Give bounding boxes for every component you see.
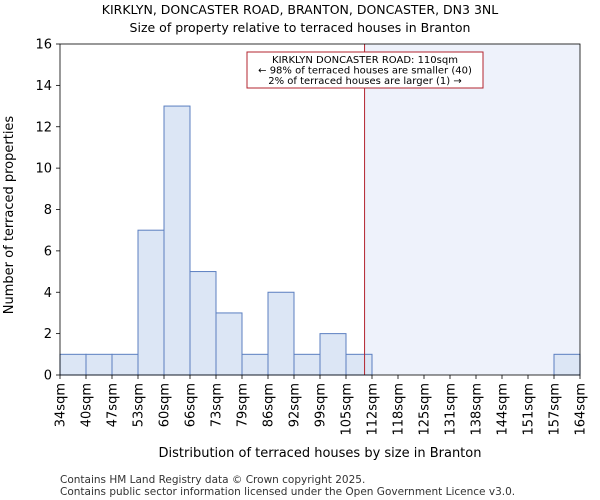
x-tick-label-79sqm: 79sqm <box>236 383 251 427</box>
y-tick-label: 8 <box>44 203 52 218</box>
bar-92sqm <box>293 353 321 376</box>
y-tick-label: 4 <box>44 286 52 301</box>
footer-line-1: Contains HM Land Registry data © Crown c… <box>60 474 365 486</box>
annotation-line-1: KIRKLYN DONCASTER ROAD: 110sqm <box>272 55 458 66</box>
x-tick-label-118sqm: 118sqm <box>392 383 407 436</box>
x-tick-label-47sqm: 47sqm <box>106 383 121 427</box>
y-tick-label: 14 <box>35 79 52 94</box>
x-tick-label-92sqm: 92sqm <box>288 383 303 427</box>
x-tick-label-34sqm: 34sqm <box>54 383 69 427</box>
y-tick-label: 16 <box>35 38 52 53</box>
x-tick-label-138sqm: 138sqm <box>470 383 485 436</box>
x-tick-label-60sqm: 60sqm <box>158 383 173 427</box>
bar-99sqm <box>319 333 347 376</box>
y-tick-label: 0 <box>44 369 52 384</box>
bar-105sqm <box>345 353 373 376</box>
x-axis-label: Distribution of terraced houses by size … <box>159 446 482 461</box>
bar-66sqm <box>189 271 217 376</box>
x-tick-label-73sqm: 73sqm <box>210 383 225 427</box>
x-tick-label-66sqm: 66sqm <box>184 383 199 427</box>
x-tick-label-131sqm: 131sqm <box>444 383 459 436</box>
x-tick-label-105sqm: 105sqm <box>340 383 355 436</box>
y-ticks-group: 0 2 4 6 8 10 12 14 16 <box>35 38 60 384</box>
bars-group <box>59 105 581 376</box>
highlight-region <box>364 44 580 375</box>
bar-73sqm <box>215 312 243 376</box>
y-axis-label: Number of terraced properties <box>2 116 17 315</box>
chart-subtitle: Size of property relative to terraced ho… <box>130 20 471 35</box>
x-ticks-group: 34sqm 40sqm 47sqm 53sqm 60sqm 66sqm 73sqm 79sqm… <box>54 375 589 436</box>
annotation-box <box>246 51 484 89</box>
bar-47sqm <box>111 353 139 376</box>
bar-53sqm <box>137 229 165 376</box>
x-tick-label-144sqm: 144sqm <box>496 383 511 436</box>
x-tick-label-53sqm: 53sqm <box>132 383 147 427</box>
x-tick-label-164sqm: 164sqm <box>574 383 589 436</box>
x-tick-label-86sqm: 86sqm <box>262 383 277 427</box>
bar-157sqm <box>553 353 581 376</box>
x-tick-label-112sqm: 112sqm <box>366 383 381 436</box>
bar-40sqm <box>85 353 113 376</box>
bar-86sqm <box>267 291 295 376</box>
footer-line-2: Contains public sector information licen… <box>60 486 515 498</box>
x-tick-label-40sqm: 40sqm <box>80 383 95 427</box>
x-tick-label-125sqm: 125sqm <box>418 383 433 436</box>
bar-60sqm <box>163 105 191 376</box>
x-tick-label-99sqm: 99sqm <box>314 383 329 427</box>
bar-34sqm <box>59 353 87 376</box>
annotation-line-3: 2% of terraced houses are larger (1) → <box>268 76 462 87</box>
y-tick-label: 2 <box>44 327 52 342</box>
annotation-line-2: ← 98% of terraced houses are smaller (40… <box>258 66 472 77</box>
y-tick-label: 12 <box>35 120 52 135</box>
x-tick-label-157sqm: 157sqm <box>548 383 563 436</box>
chart-title: KIRKLYN, DONCASTER ROAD, BRANTON, DONCAS… <box>102 2 498 17</box>
y-tick-label: 10 <box>35 162 52 177</box>
bar-79sqm <box>241 353 269 376</box>
x-tick-label-151sqm: 151sqm <box>522 383 537 436</box>
y-tick-label: 6 <box>44 244 52 259</box>
